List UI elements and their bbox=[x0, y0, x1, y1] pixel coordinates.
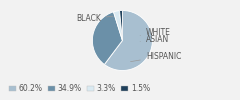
Wedge shape bbox=[104, 10, 152, 70]
Text: ASIAN: ASIAN bbox=[140, 34, 169, 44]
Wedge shape bbox=[114, 11, 122, 41]
Legend: 60.2%, 34.9%, 3.3%, 1.5%: 60.2%, 34.9%, 3.3%, 1.5% bbox=[6, 81, 153, 96]
Wedge shape bbox=[120, 10, 122, 40]
Text: WHITE: WHITE bbox=[140, 28, 171, 37]
Wedge shape bbox=[92, 12, 122, 64]
Text: BLACK: BLACK bbox=[76, 14, 113, 23]
Text: HISPANIC: HISPANIC bbox=[131, 52, 181, 62]
